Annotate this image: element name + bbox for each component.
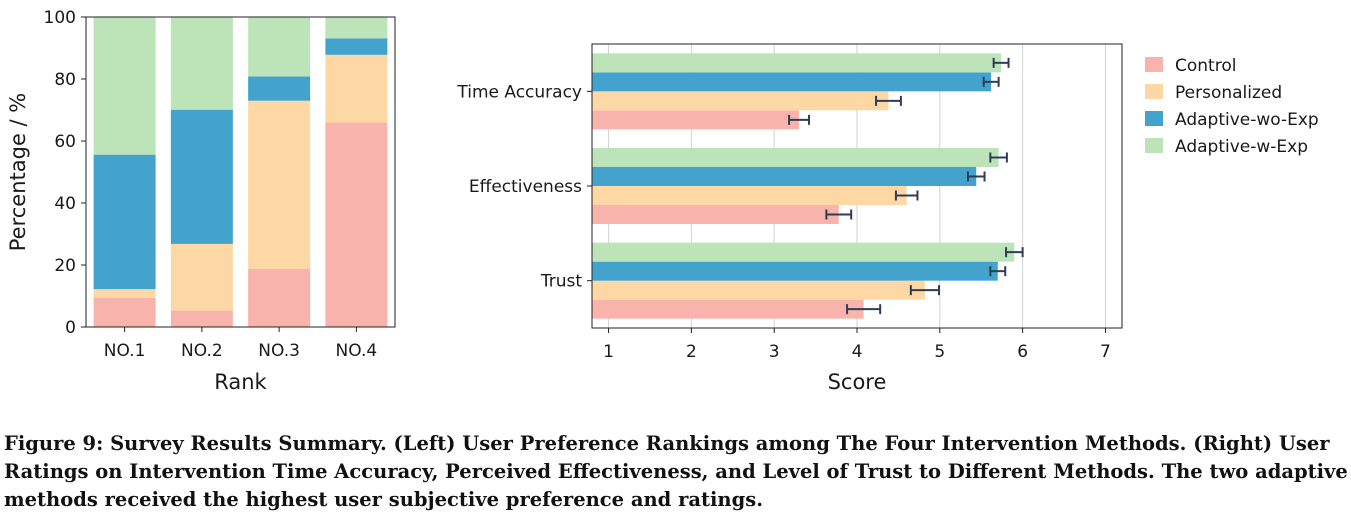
bar-no-3-personalized xyxy=(248,100,311,269)
legend-swatch xyxy=(1145,111,1163,126)
score-horizontal-bar-chart: Time Accuracy Effectiveness Trust 1 2 3 4 5 6 7 Sc… xyxy=(456,43,1123,394)
error-bar xyxy=(989,152,1008,163)
bar-no-4-control xyxy=(325,122,388,328)
bar-no-3-adaptive-wo-exp xyxy=(248,76,311,101)
bar-time-accuracy-personalized xyxy=(592,91,889,111)
x-tick-label: 3 xyxy=(769,342,780,362)
error-bar xyxy=(966,171,986,182)
y-tick-label: 60 xyxy=(54,132,76,152)
bar-no-3-control xyxy=(248,268,311,327)
error-bar xyxy=(1005,247,1024,258)
legend-swatch xyxy=(1145,57,1163,72)
error-bar xyxy=(989,266,1007,277)
error-bar xyxy=(894,190,919,201)
y-tick-label: 40 xyxy=(54,194,76,214)
legend-item-adaptive-w-exp: Adaptive-w-Exp xyxy=(1145,137,1308,157)
legend-item-personalized: Personalized xyxy=(1145,83,1282,103)
bar-effectiveness-adaptive-wo-exp xyxy=(592,167,977,186)
bar-trust-adaptive-wo-exp xyxy=(592,261,998,281)
x-axis-label: Score xyxy=(828,370,887,394)
x-axis-label: Rank xyxy=(214,370,267,394)
legend-swatch xyxy=(1145,138,1163,153)
legend-swatch xyxy=(1145,84,1163,99)
plot-frame xyxy=(85,16,396,328)
error-bar xyxy=(992,57,1010,68)
plot-frame xyxy=(591,43,1123,329)
legend-label: Adaptive-w-Exp xyxy=(1175,137,1308,157)
y-tick-label: 100 xyxy=(44,8,76,28)
y-tick-label: Effectiveness xyxy=(469,177,582,197)
y-tick-label: 80 xyxy=(54,70,76,90)
bar-time-accuracy-adaptive-wo-exp xyxy=(592,72,992,92)
bar-time-accuracy-adaptive-w-exp xyxy=(592,53,1002,73)
legend-label: Personalized xyxy=(1175,83,1282,103)
bar-no-2-control xyxy=(170,310,233,327)
bar-no-4-personalized xyxy=(325,54,388,123)
bar-trust-control xyxy=(592,299,864,319)
bar-no-4-adaptive-wo-exp xyxy=(325,38,388,55)
bar-effectiveness-personalized xyxy=(592,186,907,205)
bar-trust-personalized xyxy=(592,280,925,300)
x-tick-label: 5 xyxy=(934,342,945,362)
x-tick-label: NO.4 xyxy=(336,341,378,361)
bar-no-3-adaptive-w-exp xyxy=(248,17,311,77)
chart-legend: Control Personalized Adaptive-wo-Exp Adapti… xyxy=(1145,56,1319,157)
legend-item-adaptive-wo-exp: Adaptive-wo-Exp xyxy=(1145,110,1319,130)
y-tick-label: Time Accuracy xyxy=(456,82,582,102)
x-tick-label: NO.2 xyxy=(181,341,223,361)
x-tick-label: 6 xyxy=(1017,342,1028,362)
y-axis-label: Percentage / % xyxy=(6,93,30,252)
x-tick-label: 1 xyxy=(603,342,614,362)
error-bar xyxy=(788,114,810,125)
rank-stacked-bar-chart: NO.1 NO.2 NO.3 NO.4 0 20 40 60 80 100 Rank Percenta… xyxy=(6,8,396,394)
legend-label: Adaptive-wo-Exp xyxy=(1175,110,1319,130)
bar-no-1-personalized xyxy=(93,289,156,298)
x-tick-label: NO.1 xyxy=(104,341,146,361)
legend-label: Control xyxy=(1175,56,1236,76)
figure-caption: Figure 9: Survey Results Summary. (Left)… xyxy=(4,432,1348,511)
bar-no-4-adaptive-w-exp xyxy=(325,17,388,39)
error-bar xyxy=(825,209,853,220)
error-bar xyxy=(909,285,940,296)
bar-no-1-adaptive-w-exp xyxy=(93,17,156,155)
x-tick-label: 2 xyxy=(686,342,697,362)
bar-effectiveness-control xyxy=(592,205,839,224)
bar-effectiveness-adaptive-w-exp xyxy=(592,148,999,167)
y-tick-label: 20 xyxy=(54,256,76,276)
bar-no-2-personalized xyxy=(170,243,233,311)
bar-time-accuracy-control xyxy=(592,110,800,130)
bar-trust-adaptive-w-exp xyxy=(592,242,1015,262)
error-bar xyxy=(846,304,882,315)
y-tick-label: 0 xyxy=(65,318,76,338)
x-tick-label: NO.3 xyxy=(258,341,300,361)
y-tick-label: Trust xyxy=(540,272,583,292)
bar-no-1-adaptive-wo-exp xyxy=(93,154,156,290)
x-tick-label: 7 xyxy=(1100,342,1111,362)
error-bar xyxy=(982,76,1000,87)
bar-no-2-adaptive-w-exp xyxy=(170,17,233,110)
legend-item-control: Control xyxy=(1145,56,1236,76)
bar-no-1-control xyxy=(93,297,156,327)
error-bar xyxy=(875,95,902,106)
x-tick-label: 4 xyxy=(852,342,863,362)
bar-no-2-adaptive-wo-exp xyxy=(170,109,233,244)
